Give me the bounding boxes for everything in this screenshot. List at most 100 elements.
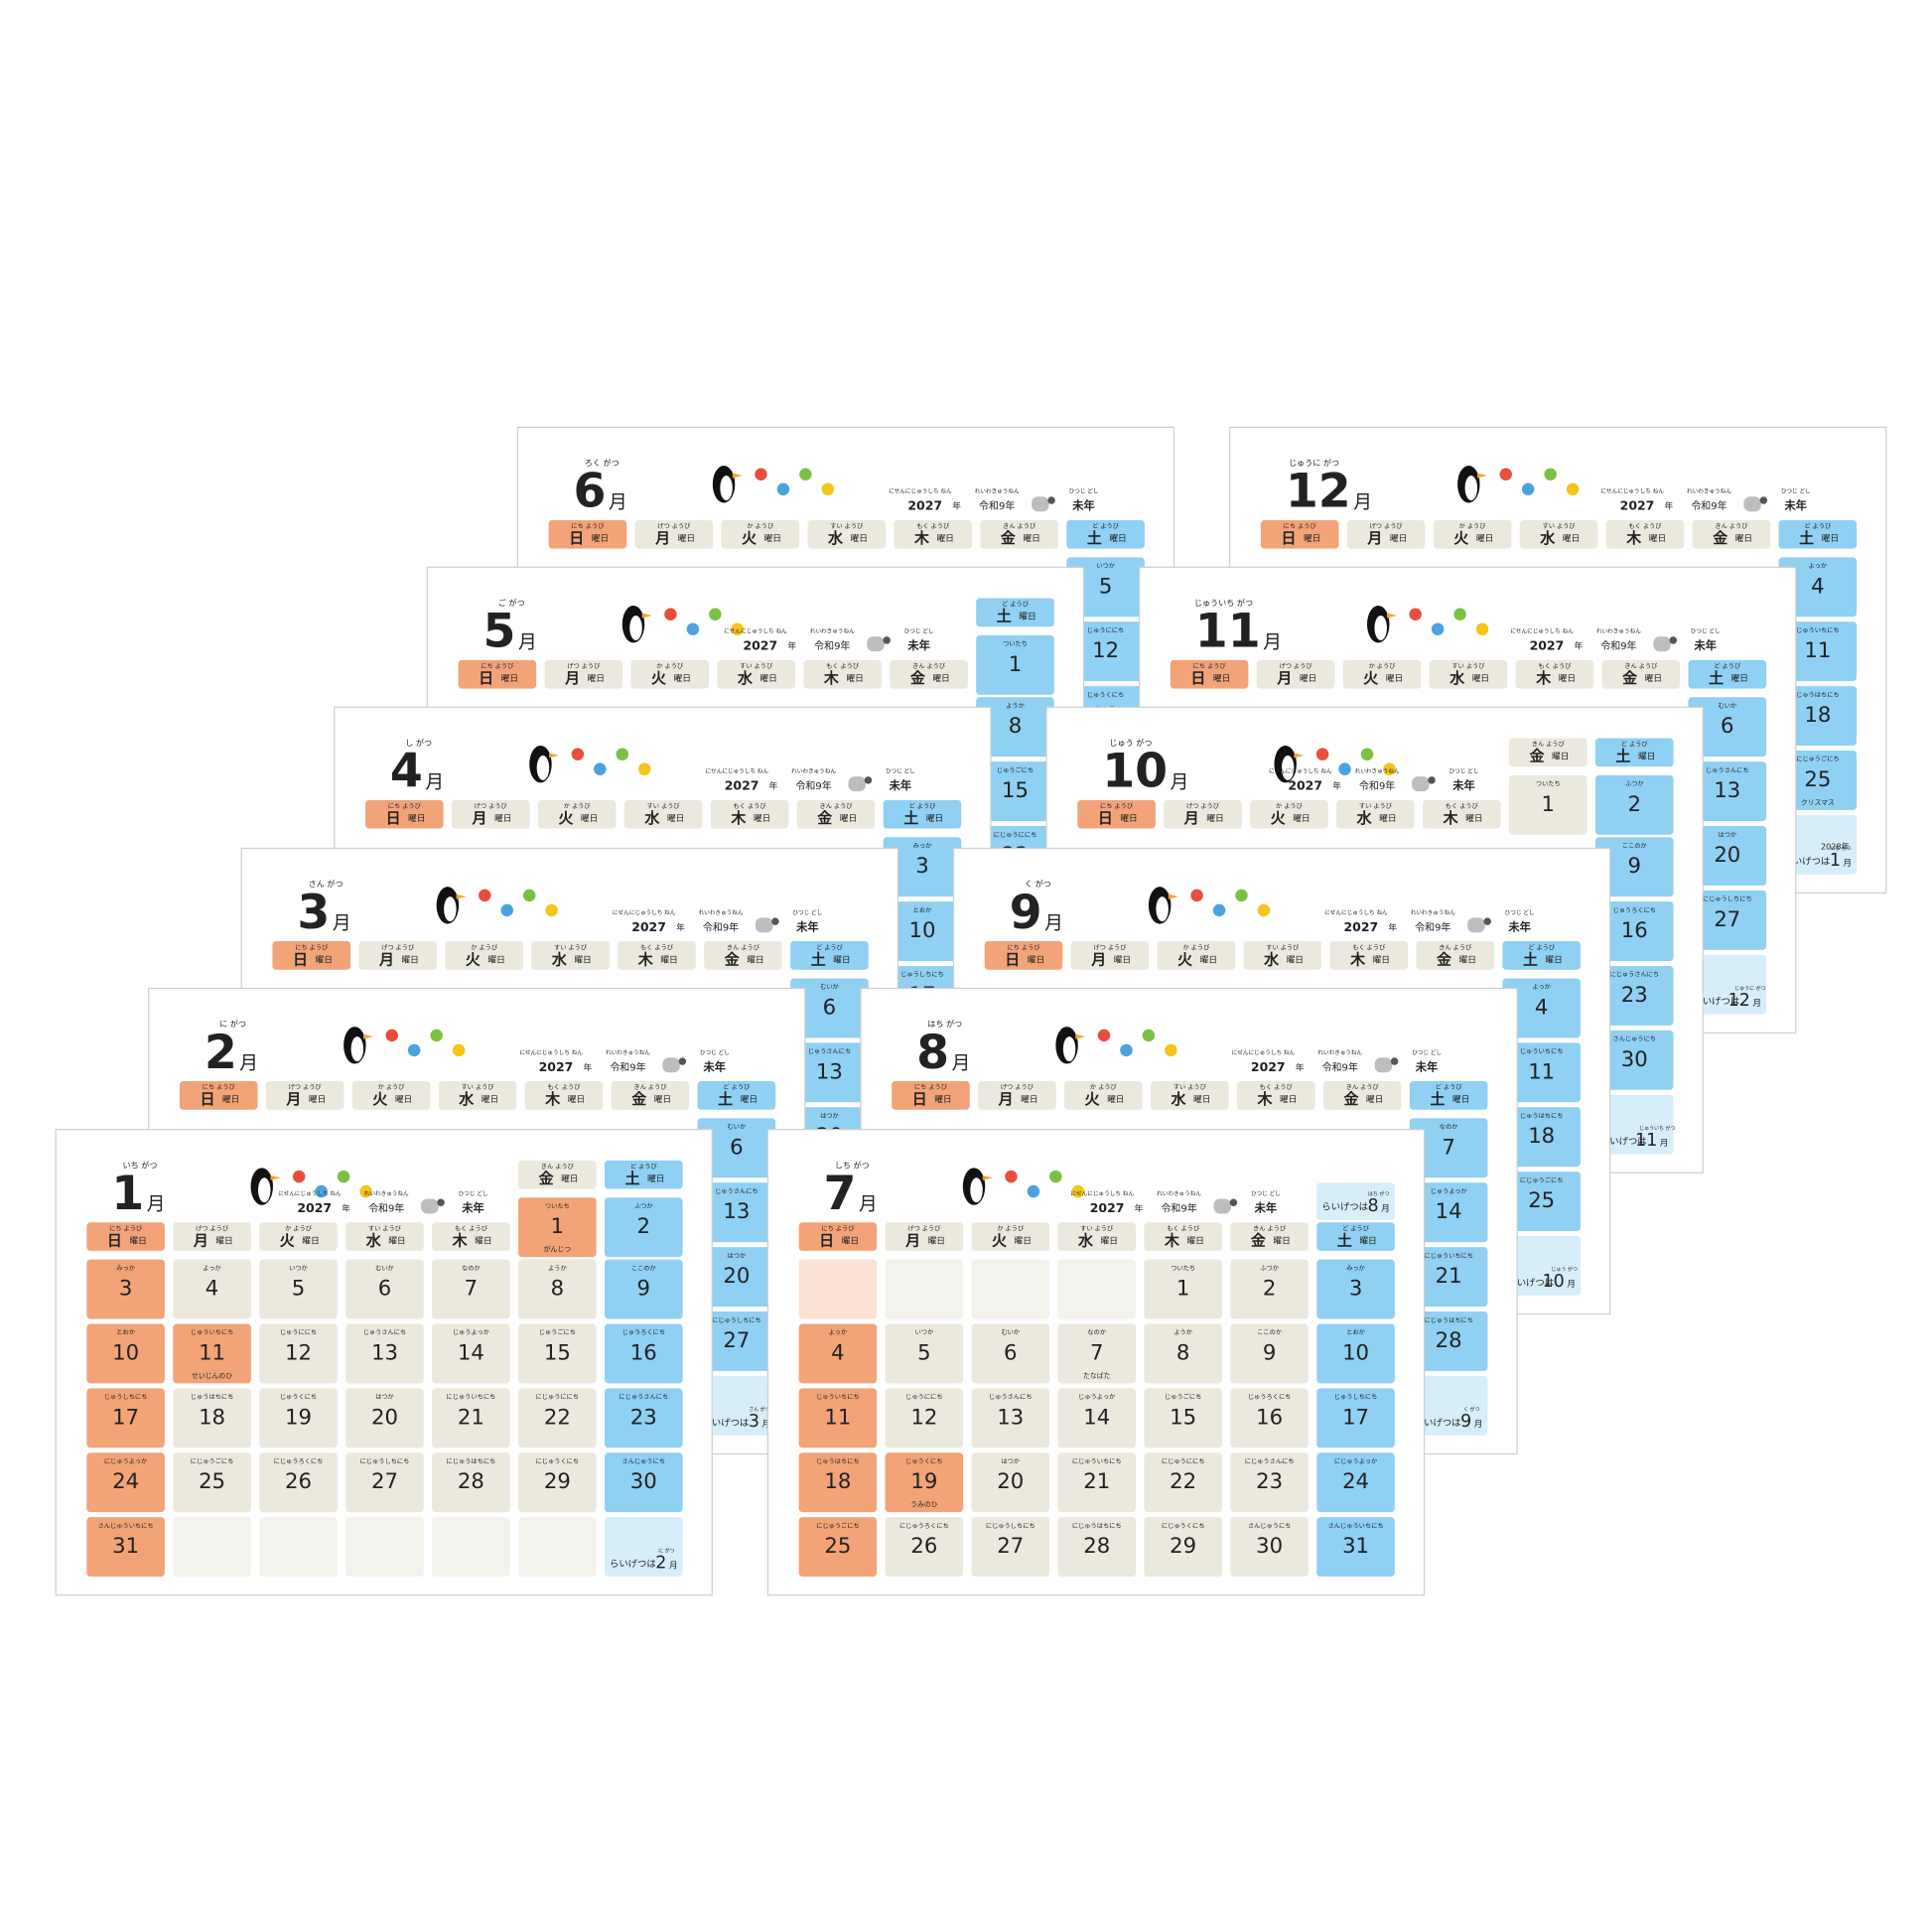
weekday-name: 土 (811, 950, 826, 968)
weekday-suffix: 曜日 (1373, 954, 1390, 965)
sheep-icon (1428, 776, 1436, 784)
weekday-name: 水 (1263, 950, 1280, 968)
day-number: 24 (1342, 1468, 1369, 1493)
next-month-box (1316, 1182, 1395, 1220)
day-cell (1057, 1388, 1137, 1449)
day-reading: にじゅうはちにち (1424, 1317, 1473, 1324)
day-cell (173, 1452, 251, 1513)
zodiac-value: 未年 (461, 1200, 483, 1214)
year-unit: 年 (584, 1061, 593, 1073)
day-number: 18 (1528, 1123, 1555, 1148)
illustration (545, 903, 558, 917)
weekday-header (1502, 941, 1581, 970)
day-number: 3 (1349, 1276, 1362, 1301)
weekday-name: 日 (386, 809, 401, 827)
day-cell (518, 1197, 597, 1258)
day-cell (971, 1323, 1050, 1384)
weekday-reading: すい ようび (461, 1083, 494, 1091)
weekday-suffix: 曜日 (1114, 954, 1131, 965)
weekday-name: 水 (643, 809, 660, 827)
weekday-name: 金 (817, 809, 832, 827)
day-number: 13 (816, 1058, 843, 1083)
day-number: 21 (1436, 1263, 1462, 1288)
weekday-name: 金 (631, 1090, 646, 1108)
illustration (641, 613, 652, 619)
weekday-suffix: 曜日 (673, 673, 690, 684)
day-reading: じゅうよっか (1078, 1394, 1115, 1401)
next-month-reading: に がつ (658, 1547, 675, 1554)
day-number: 8 (1009, 713, 1022, 738)
day-number: 25 (199, 1468, 225, 1493)
month-reading: ご がつ (498, 598, 525, 608)
month-reading: ろく がつ (585, 458, 620, 468)
weekday-name: 土 (1430, 1090, 1445, 1108)
year-unit: 年 (1332, 780, 1341, 792)
weekday-name: 月 (1090, 950, 1106, 968)
weekday-reading: すい ようび (1542, 522, 1576, 530)
zodiac-reading: ひつじ どし (459, 1189, 488, 1197)
weekday-suffix: 曜日 (1021, 1094, 1037, 1105)
zodiac-value: 未年 (1451, 778, 1474, 792)
weekday-header (1230, 1222, 1309, 1251)
weekday-reading: もく ようび (455, 1224, 488, 1232)
day-cell (86, 1388, 165, 1449)
next-month-label: らいげつは (1693, 997, 1739, 1008)
month-reading: に がつ (219, 1019, 246, 1029)
weekday-header (531, 941, 610, 970)
weekday-reading: にち ようび (1100, 802, 1134, 810)
holiday-name: うみのひ (910, 1501, 938, 1509)
day-reading: じゅうしちにち (1334, 1394, 1378, 1401)
weekday-name: 月 (193, 1231, 208, 1249)
next-month-reading: じゅう がつ (1552, 1266, 1578, 1273)
sheep-icon (1032, 496, 1049, 512)
day-cell (798, 1388, 878, 1449)
month-suffix: 月 (1353, 492, 1372, 513)
weekday-reading: すい ようび (1359, 802, 1393, 810)
year-unit: 年 (676, 921, 685, 933)
weekday-header (634, 519, 714, 549)
day-number: 15 (544, 1339, 571, 1364)
day-number: 22 (1170, 1468, 1196, 1493)
day-cell (885, 1388, 964, 1449)
day-cell (1509, 774, 1587, 835)
weekday-name: 日 (1190, 669, 1205, 687)
weekday-suffix: 曜日 (1200, 954, 1217, 965)
weekday-reading: きん ようび (912, 662, 946, 670)
weekday-name: 火 (1453, 529, 1468, 547)
day-reading: にじゅうくにち (536, 1458, 580, 1465)
day-reading: じゅうさんにち (715, 1188, 759, 1195)
weekday-reading: か ようび (1459, 522, 1487, 530)
day-reading: にじゅうさんにち (1609, 972, 1659, 979)
day-cell (798, 1452, 878, 1513)
day-number: 16 (1621, 917, 1648, 942)
weekday-name: 水 (1449, 669, 1465, 687)
day-number: 27 (723, 1327, 750, 1352)
day-number: 28 (1436, 1327, 1462, 1352)
weekday-reading: か ようび (471, 943, 498, 951)
weekday-name: 月 (472, 809, 487, 827)
era-value: 令和9年 (1600, 639, 1636, 652)
illustration (709, 608, 722, 621)
month-number: 6 (574, 465, 607, 519)
next-month-number: 11 (1635, 1131, 1657, 1151)
month-suffix: 月 (147, 1194, 166, 1215)
next-month-suffix: 月 (761, 1419, 770, 1430)
day-cell (173, 1259, 251, 1319)
day-cell (173, 1388, 251, 1449)
weekday-suffix: 曜日 (1213, 673, 1230, 684)
day-reading: にじゅういちにち (1424, 1253, 1473, 1260)
weekday-reading: ど ようび (1342, 1224, 1370, 1232)
day-number: 31 (1342, 1533, 1369, 1558)
day-reading: じゅうさんにち (1706, 767, 1749, 774)
weekday-reading: にち ようび (1193, 662, 1227, 670)
weekday-reading: きん ようび (1346, 1083, 1380, 1091)
illustration (1477, 473, 1488, 479)
day-reading: さんじゅうにち (1612, 1036, 1656, 1043)
next-month-suffix: 月 (1752, 998, 1761, 1009)
weekday-reading: げつ ようび (907, 1224, 941, 1232)
day-reading: にじゅうしちにち (360, 1458, 410, 1465)
weekday-reading: にち ようび (481, 662, 514, 670)
weekday-suffix: 曜日 (1120, 813, 1137, 824)
year-reading: にせんにじゅうしち ねん (1269, 768, 1332, 775)
day-cell (1057, 1452, 1137, 1513)
